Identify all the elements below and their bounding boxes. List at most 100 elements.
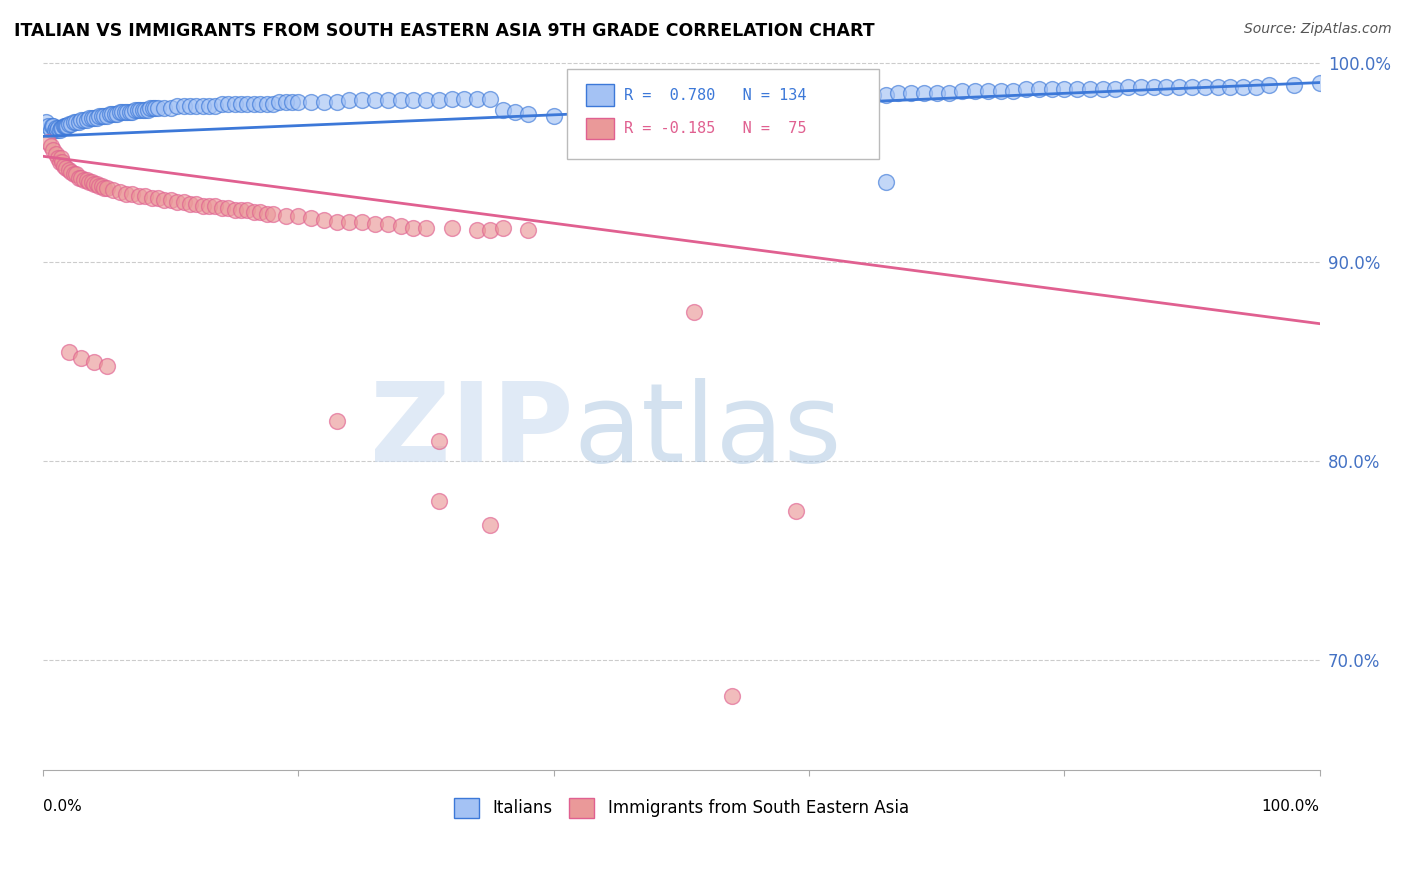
Point <box>593 117 616 131</box>
Point <box>465 91 488 105</box>
Point <box>58 117 80 131</box>
Point <box>453 91 475 105</box>
Point <box>121 105 143 120</box>
Point <box>65 167 87 181</box>
Point <box>440 91 463 105</box>
Point <box>427 94 450 108</box>
Point <box>709 129 731 144</box>
Point <box>56 120 79 134</box>
Point <box>1156 79 1178 94</box>
Point <box>48 151 70 165</box>
Point <box>34 115 56 129</box>
Point <box>415 221 437 235</box>
Point <box>53 120 76 134</box>
Point <box>1232 79 1254 94</box>
Point <box>108 105 131 120</box>
Point <box>912 86 935 100</box>
Point <box>139 102 162 116</box>
Point <box>242 97 264 112</box>
Point <box>1181 79 1204 94</box>
Point <box>186 197 208 211</box>
Point <box>51 121 73 136</box>
Point <box>478 91 501 105</box>
Point <box>1257 78 1279 92</box>
Point <box>145 102 167 116</box>
Point <box>42 120 65 134</box>
Point <box>124 103 146 118</box>
Text: ZIP: ZIP <box>370 378 572 485</box>
Point <box>339 215 361 229</box>
Point <box>58 344 80 359</box>
Point <box>55 120 77 134</box>
Point <box>159 102 181 116</box>
Point <box>1028 81 1050 95</box>
Point <box>60 117 83 131</box>
Point <box>76 173 98 187</box>
Point <box>1309 76 1331 90</box>
Point <box>517 107 540 121</box>
Point <box>111 105 134 120</box>
Point <box>1194 79 1216 94</box>
Point <box>256 207 278 221</box>
Point <box>101 107 124 121</box>
Point <box>73 173 96 187</box>
Point <box>146 191 169 205</box>
Point <box>37 120 59 134</box>
Point <box>402 221 425 235</box>
Point <box>67 171 90 186</box>
Point <box>977 83 1000 97</box>
Point <box>134 103 156 118</box>
Point <box>62 115 84 129</box>
Point <box>217 201 239 215</box>
Point <box>938 86 960 100</box>
Point <box>42 144 65 158</box>
Point <box>389 94 412 108</box>
Point <box>90 110 112 124</box>
Point <box>1015 81 1038 95</box>
Point <box>377 217 399 231</box>
Bar <box>586 85 614 106</box>
Point <box>153 193 176 207</box>
Point <box>159 193 181 207</box>
Text: 100.0%: 100.0% <box>1261 798 1320 814</box>
Legend: Italians, Immigrants from South Eastern Asia: Italians, Immigrants from South Eastern … <box>446 789 917 826</box>
Point <box>1168 79 1191 94</box>
Point <box>325 95 347 110</box>
Point <box>76 113 98 128</box>
Point <box>1091 81 1114 95</box>
Point <box>136 103 159 118</box>
Point <box>117 105 139 120</box>
Point <box>274 95 297 110</box>
Point <box>339 94 361 108</box>
Point <box>1206 79 1229 94</box>
Point <box>364 94 387 108</box>
Text: atlas: atlas <box>572 378 841 485</box>
Point <box>683 304 706 318</box>
Point <box>568 115 591 129</box>
Point <box>236 97 259 112</box>
Point <box>543 110 565 124</box>
Point <box>415 94 437 108</box>
Point <box>1219 79 1241 94</box>
Point <box>37 136 59 150</box>
Point <box>211 97 233 112</box>
Bar <box>586 118 614 139</box>
Point <box>262 207 284 221</box>
Point <box>96 181 118 195</box>
Point <box>179 99 201 113</box>
Point <box>41 120 63 134</box>
Point <box>186 99 208 113</box>
Point <box>249 205 271 219</box>
Point <box>517 223 540 237</box>
Point <box>312 95 335 110</box>
Point <box>389 219 412 233</box>
Point <box>166 99 188 113</box>
Point <box>364 217 387 231</box>
Point <box>115 187 138 202</box>
Point <box>93 110 115 124</box>
Point <box>98 107 121 121</box>
Point <box>77 175 100 189</box>
Point <box>198 199 221 213</box>
Point <box>217 97 239 112</box>
Point <box>49 151 72 165</box>
